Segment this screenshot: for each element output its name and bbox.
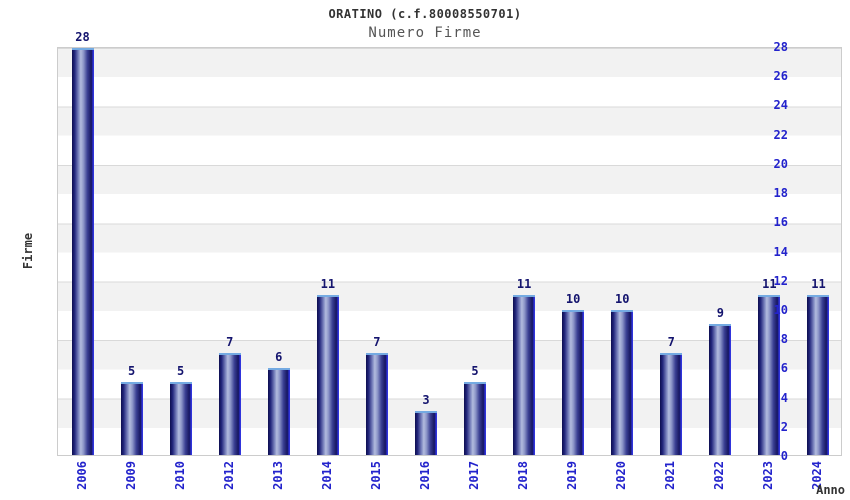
- bar-2014[interactable]: [316, 295, 339, 455]
- bar-slot: 7: [352, 48, 401, 455]
- bar-slot: 28: [58, 30, 107, 455]
- y-tick-label: 24: [773, 98, 788, 113]
- y-tick-label: 10: [773, 302, 788, 317]
- y-tick-label: 8: [780, 332, 788, 347]
- bar-slot: 11: [500, 48, 549, 455]
- bar-value-label: 5: [127, 364, 136, 379]
- bar-2009[interactable]: [120, 382, 143, 455]
- bar-value-label: 7: [667, 335, 675, 350]
- y-tick-label: 14: [773, 244, 788, 259]
- bar-2015[interactable]: [365, 353, 388, 455]
- x-axis-labels: 2006 2009 2010 2012 2013 2014 2015 2016 2017 2018…: [57, 461, 842, 499]
- bar-2018[interactable]: [513, 295, 536, 455]
- bar-slot: 10: [598, 48, 647, 455]
- x-tick-label-2014: 2014: [319, 461, 334, 490]
- bar-value-label: 3: [422, 393, 430, 408]
- bar-value-label: 5: [177, 364, 185, 379]
- chart-subtitle: Numero Firme: [368, 25, 482, 41]
- bar-slot: 7: [647, 48, 696, 455]
- x-tick-label-2021: 2021: [663, 461, 678, 490]
- bar-2023[interactable]: [758, 295, 781, 455]
- plot-area: 28 5 5 7 6 11 7 3 5 11 10 10 7 9 11 11: [57, 30, 843, 456]
- bar-value-label: 11: [516, 277, 532, 292]
- bar-2020[interactable]: [611, 309, 634, 455]
- bar-slot: 5: [107, 48, 156, 455]
- bar-2006[interactable]: [71, 48, 94, 455]
- y-tick-label: 6: [780, 361, 788, 376]
- chart-title: ORATINO (c.f.80008550701): [328, 7, 522, 21]
- bar-slot: 11: [745, 48, 794, 455]
- bar-value-label: 7: [226, 335, 234, 350]
- bar-2010[interactable]: [169, 382, 192, 455]
- y-axis-title: Firme: [21, 232, 35, 270]
- y-tick-label: 2: [780, 419, 788, 434]
- x-tick-label-2009: 2009: [123, 461, 138, 490]
- x-tick-label-2012: 2012: [221, 461, 236, 490]
- y-tick-label: 4: [780, 390, 788, 405]
- y-tick-label: 16: [773, 215, 788, 230]
- y-tick-label: 22: [773, 127, 788, 142]
- x-tick-label-2023: 2023: [761, 461, 776, 490]
- bar-2022[interactable]: [709, 324, 732, 455]
- bar-value-label: 28: [75, 30, 90, 44]
- bar-slot: 11: [303, 48, 352, 455]
- bar-value-label: 10: [614, 291, 630, 306]
- y-tick-label: 18: [773, 186, 788, 201]
- x-tick-label-2020: 2020: [614, 461, 629, 490]
- y-tick-label: 28: [773, 40, 788, 54]
- bar-2016[interactable]: [414, 411, 437, 455]
- x-tick-label-2006: 2006: [74, 461, 89, 490]
- bar-value-label: 11: [811, 277, 826, 292]
- bar-slot: 5: [451, 48, 500, 455]
- bar-2024[interactable]: [807, 295, 830, 455]
- x-axis-title: Anno: [816, 483, 845, 497]
- y-tick-label: 12: [773, 273, 788, 288]
- x-tick-label-2018: 2018: [516, 461, 531, 490]
- y-tick-label: 26: [773, 69, 788, 84]
- bar-2013[interactable]: [267, 367, 290, 455]
- bar-slot: 3: [401, 48, 450, 455]
- x-tick-label-2013: 2013: [270, 461, 285, 490]
- bar-2019[interactable]: [562, 309, 585, 455]
- x-tick-label-2016: 2016: [417, 461, 432, 490]
- x-tick-label-2015: 2015: [368, 461, 383, 490]
- bar-slot: 6: [254, 48, 303, 455]
- bar-value-label: 9: [716, 306, 724, 321]
- bar-slot: 11: [794, 48, 843, 455]
- bar-value-label: 11: [762, 277, 777, 292]
- bar-2021[interactable]: [660, 353, 683, 455]
- bar-slot: 7: [205, 48, 254, 455]
- bar-value-label: 5: [471, 364, 479, 379]
- bar-2017[interactable]: [464, 382, 487, 455]
- bar-slot: 9: [696, 48, 745, 455]
- bar-2012[interactable]: [218, 353, 241, 455]
- y-tick-label: 0: [780, 449, 788, 463]
- bar-value-label: 11: [320, 277, 336, 292]
- bar-slot: 10: [549, 48, 598, 455]
- bar-value-label: 6: [275, 349, 283, 364]
- x-tick-label-2017: 2017: [467, 461, 482, 490]
- bar-slot: 5: [156, 48, 205, 455]
- bar-value-label: 7: [373, 335, 381, 350]
- x-tick-label-2010: 2010: [172, 461, 187, 490]
- bar-value-label: 10: [565, 291, 581, 306]
- x-tick-label-2019: 2019: [565, 461, 580, 490]
- x-tick-label-2022: 2022: [712, 461, 727, 490]
- y-tick-label: 20: [773, 156, 788, 171]
